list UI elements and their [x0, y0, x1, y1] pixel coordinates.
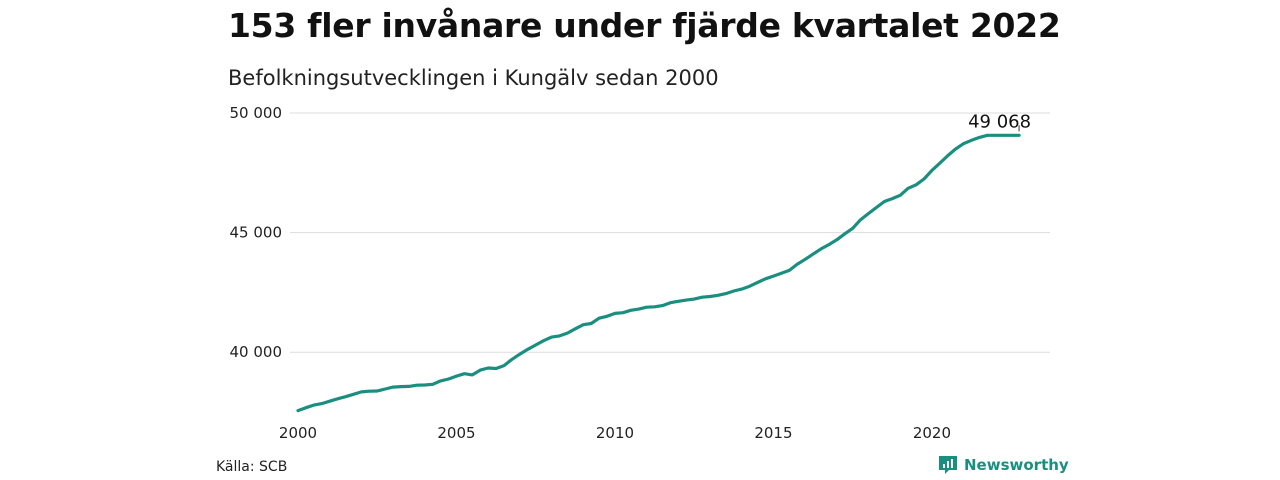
x-tick-label: 2015: [754, 424, 792, 442]
brand-name: Newsworthy: [964, 456, 1069, 474]
x-tick-label: 2010: [596, 424, 634, 442]
x-tick-label: 2005: [437, 424, 475, 442]
y-tick-label: 40 000: [230, 343, 283, 361]
series-line: [296, 133, 1021, 413]
source-note: Källa: SCB: [216, 459, 288, 475]
chart-title: 153 fler invånare under fjärde kvartalet…: [228, 6, 1061, 45]
newsworthy-logo-icon: [938, 455, 958, 475]
brand-logo[interactable]: Newsworthy: [938, 455, 1069, 475]
y-tick-label: 50 000: [230, 104, 283, 122]
y-tick-label: 45 000: [230, 224, 283, 242]
end-value-label: 49 068: [968, 111, 1031, 132]
chart-subtitle: Befolkningsutvecklingen i Kungälv sedan …: [228, 66, 719, 90]
x-tick-label: 2000: [279, 424, 317, 442]
x-tick-label: 2020: [913, 424, 951, 442]
